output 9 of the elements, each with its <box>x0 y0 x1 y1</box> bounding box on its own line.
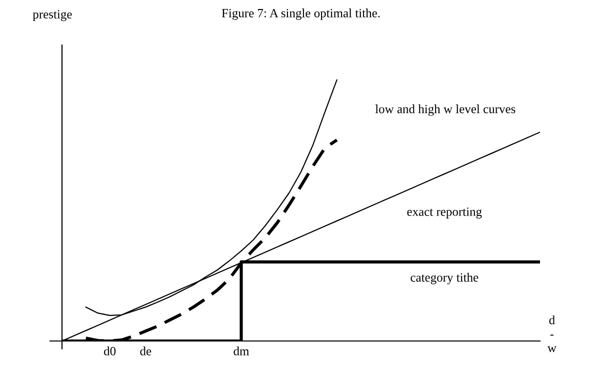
series-label: exact reporting <box>407 208 482 218</box>
x-tick-label: d0 <box>104 346 116 356</box>
annotation: low and high w level curves <box>375 104 516 116</box>
chart-title: Figure 7: A single optimal tithe. <box>222 8 380 20</box>
x-tick-label: de <box>140 346 152 356</box>
x-tick-label: dm <box>234 346 250 356</box>
text: prestige <box>32 10 72 22</box>
series-label: category tithe <box>410 272 478 284</box>
x-axis-title: d - w <box>547 315 556 352</box>
